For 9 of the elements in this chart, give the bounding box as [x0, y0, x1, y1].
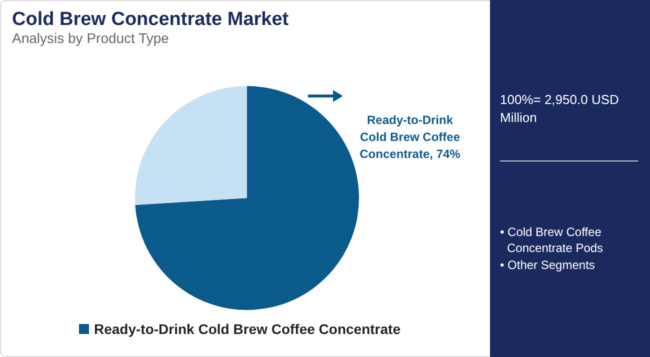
- data-label: Ready-to-Drink Cold Brew Coffee Concentrate, 74%: [360, 113, 461, 161]
- text: 100%= 2,950.0 USD Million: [500, 92, 619, 125]
- chart-title: Cold Brew Concentrate Market: [12, 9, 290, 30]
- text: • Other Segments: [500, 258, 595, 272]
- legend-label: Ready-to-Drink Cold Brew Coffee Concentrate: [94, 321, 401, 337]
- chart-subtitle: Analysis by Product Type: [12, 30, 170, 46]
- pie-slice: [135, 86, 247, 206]
- text: • Cold Brew Coffee Concentrate Pods: [500, 225, 604, 255]
- pie-slice: [135, 86, 359, 310]
